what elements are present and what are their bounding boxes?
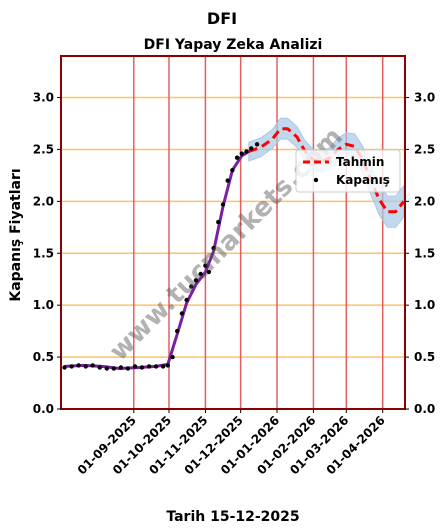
legend-forecast-label: Tahmin — [336, 155, 384, 169]
close-point — [76, 363, 81, 368]
close-point — [111, 366, 117, 371]
close-point — [239, 151, 244, 156]
y-tick-label-right: 1.5 — [414, 246, 435, 260]
close-point — [225, 178, 230, 183]
close-point — [179, 311, 185, 316]
close-point — [139, 365, 145, 370]
y-axis-label: Kapanış Fiyatları — [8, 168, 24, 301]
close-point — [69, 364, 74, 369]
close-point — [170, 354, 175, 360]
close-point — [146, 364, 152, 369]
y-tick-label-right: 0.0 — [414, 402, 435, 416]
close-trend-line — [64, 150, 250, 370]
y-tick-label-left: 1.5 — [33, 246, 54, 260]
legend-close-label: Kapanış — [336, 173, 390, 187]
grid — [61, 56, 405, 410]
close-point — [244, 149, 249, 154]
date-caption: Tarih 15-12-2025 — [166, 509, 299, 525]
close-point — [125, 366, 131, 371]
close-point — [234, 155, 240, 160]
y-tick-label-right: 2.0 — [414, 194, 435, 208]
close-point — [203, 263, 208, 268]
chart-title: DFI Yapay Zeka Analizi — [144, 37, 323, 53]
legend: Tahmin Kapanış — [295, 149, 401, 193]
close-point — [189, 284, 194, 289]
close-point — [254, 142, 260, 147]
close-point — [184, 297, 189, 303]
y-tick-label-left: 1.0 — [33, 298, 54, 312]
close-point — [216, 219, 221, 225]
close-point — [83, 364, 88, 369]
legend-close-swatch — [313, 177, 319, 183]
y-tick-label-right: 0.5 — [414, 350, 435, 364]
y-tick-label-left: 0.5 — [33, 350, 54, 364]
close-point — [211, 245, 216, 251]
y-tick-label-left: 2.0 — [33, 194, 54, 208]
y-tick-label-right: 3.0 — [414, 91, 435, 105]
close-point — [249, 146, 254, 151]
close-point — [62, 365, 67, 370]
close-point — [206, 269, 212, 275]
page-title: DFI — [207, 9, 237, 28]
legend-box — [295, 149, 401, 193]
plot-frame — [60, 55, 406, 410]
close-point — [165, 363, 170, 368]
y-tick-label-right: 1.0 — [414, 298, 435, 312]
y-tick-label-right: 2.5 — [414, 142, 435, 156]
close-point — [160, 364, 166, 369]
y-tick-label-left: 3.0 — [33, 91, 54, 105]
close-point — [175, 328, 180, 334]
close-point — [230, 168, 235, 173]
y-tick-label-left: 2.5 — [33, 142, 54, 156]
close-point — [90, 363, 95, 368]
close-point — [97, 365, 102, 370]
close-point — [104, 366, 110, 371]
close-point — [132, 364, 138, 369]
y-tick-label-left: 0.0 — [33, 402, 54, 416]
close-point — [118, 365, 124, 370]
close-points — [62, 142, 260, 371]
close-point — [198, 271, 203, 277]
close-point — [153, 364, 159, 369]
close-point — [220, 202, 226, 207]
axes: 0.0 0.0 0.5 0.5 1.0 1.0 1.5 1.5 2.0 2.0 2.5 2.5 3.0 3… — [33, 91, 436, 478]
close-point — [193, 278, 199, 283]
